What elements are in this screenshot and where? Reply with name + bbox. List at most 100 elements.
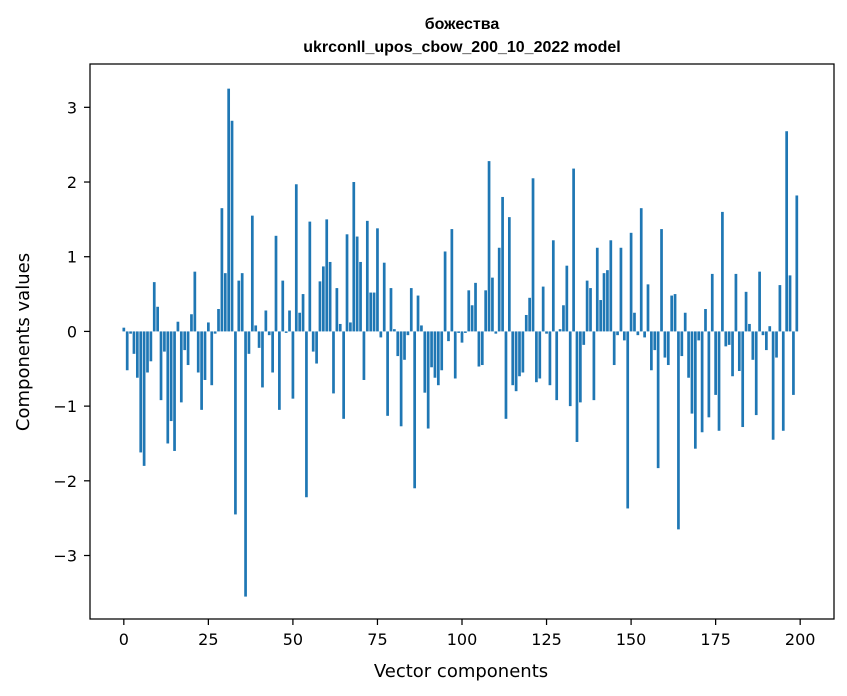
bar-120 (528, 297, 531, 332)
bar-39 (254, 325, 258, 332)
bar-136 (582, 331, 586, 345)
bar-101 (464, 331, 467, 333)
bar-110 (494, 331, 498, 334)
bar-64 (338, 323, 342, 332)
x-tick-label-6: 150 (616, 630, 647, 649)
bar-25 (207, 322, 210, 332)
bar-186 (751, 331, 755, 360)
bar-124 (541, 286, 545, 332)
bar-95 (443, 251, 447, 332)
bar-116 (514, 331, 518, 392)
bar-26 (210, 331, 214, 386)
bars-group (122, 88, 799, 597)
bar-181 (734, 273, 738, 332)
bar-75 (376, 228, 379, 332)
bar-72 (365, 220, 369, 332)
bar-55 (308, 221, 312, 332)
bar-126 (548, 331, 552, 386)
y-tick-label-6: 3 (67, 98, 77, 117)
plot-area-frame (89, 63, 835, 620)
bar-114 (507, 217, 511, 332)
bar-148 (622, 331, 626, 341)
x-tick-label-1: 25 (198, 630, 218, 649)
bar-146 (616, 331, 619, 336)
x-axis-ticks: 0 25 50 75 100 125 150 175 200 (119, 619, 815, 649)
bar-123 (538, 331, 542, 379)
chart-subtitle: ukrconll_upos_cbow_200_10_2022 model (303, 39, 620, 56)
bar-197 (788, 275, 792, 332)
bar-189 (761, 331, 765, 336)
bar-161 (666, 331, 670, 366)
bar-96 (447, 331, 450, 342)
bar-198 (792, 331, 795, 395)
bar-183 (741, 331, 745, 428)
bar-140 (595, 247, 599, 332)
bar-35 (240, 273, 244, 332)
bar-69 (355, 236, 359, 332)
bar-38 (250, 215, 254, 332)
bar-27 (213, 331, 217, 334)
bar-143 (606, 270, 609, 332)
bar-59 (321, 266, 325, 332)
bar-191 (768, 326, 772, 332)
bar-46 (278, 331, 281, 410)
x-tick-label-7: 175 (700, 630, 731, 649)
bar-44 (271, 331, 274, 373)
bar-58 (318, 281, 322, 332)
bar-131 (565, 265, 569, 332)
bar-112 (501, 196, 504, 332)
bar-9 (152, 282, 156, 332)
bar-192 (771, 331, 775, 440)
bar-150 (629, 232, 633, 332)
bar-86 (413, 331, 417, 489)
bar-170 (697, 331, 701, 341)
bar-14 (169, 331, 173, 422)
bar-199 (795, 195, 799, 332)
bar-182 (737, 331, 741, 372)
bar-193 (775, 331, 778, 358)
bar-149 (626, 331, 630, 509)
bar-1 (125, 331, 129, 371)
bar-162 (670, 295, 674, 332)
x-tick-label-0: 0 (119, 630, 129, 649)
y-axis-label: Components values (13, 253, 34, 431)
bar-141 (599, 300, 603, 332)
x-tick-label-4: 100 (447, 630, 478, 649)
bar-92 (433, 331, 437, 378)
bar-152 (636, 331, 640, 336)
bar-173 (707, 331, 711, 418)
y-tick-label-0: −3 (53, 547, 77, 566)
bar-12 (163, 331, 166, 352)
bar-121 (531, 178, 535, 332)
bar-73 (369, 292, 373, 332)
bar-6 (142, 331, 146, 466)
bar-56 (311, 331, 315, 352)
bar-108 (487, 161, 491, 332)
x-tick-label-2: 50 (283, 630, 303, 649)
bar-179 (727, 331, 731, 345)
bar-17 (179, 331, 183, 403)
bar-117 (518, 331, 521, 377)
bar-77 (382, 262, 386, 332)
bar-31 (227, 88, 231, 332)
bar-91 (430, 331, 433, 368)
bar-185 (748, 323, 751, 332)
bar-85 (409, 288, 413, 332)
bar-16 (176, 321, 180, 332)
bar-84 (406, 331, 410, 336)
bar-4 (135, 331, 139, 378)
bar-57 (315, 331, 318, 364)
bar-7 (146, 331, 149, 373)
bar-132 (568, 331, 572, 407)
bar-190 (765, 331, 768, 351)
bar-42 (264, 310, 268, 332)
bar-137 (585, 280, 589, 332)
bar-167 (687, 331, 690, 378)
bar-53 (301, 294, 305, 332)
bar-22 (196, 331, 200, 373)
bar-153 (639, 208, 643, 332)
bar-177 (721, 211, 724, 332)
bar-188 (758, 271, 761, 332)
y-tick-label-4: 1 (67, 248, 77, 267)
bar-165 (680, 331, 684, 357)
